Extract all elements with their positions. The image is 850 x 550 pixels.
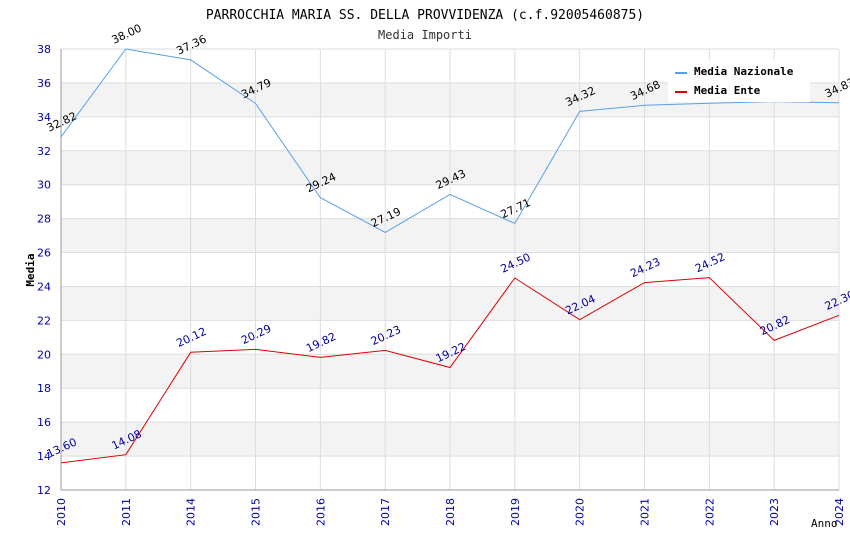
legend: Media Nazionale Media Ente [668,60,810,102]
x-tick-label: 2022 [703,498,716,526]
y-tick-label: 18 [37,382,51,395]
y-tick-label: 36 [37,77,51,90]
series-line-nazionale [60,48,840,233]
legend-label-nazionale: Media Nazionale [694,65,794,78]
x-tick-label: 2018 [444,498,457,526]
y-tick-label: 28 [37,213,51,226]
x-tick-label: 2021 [639,498,652,526]
x-tick-label: 2024 [833,498,846,526]
x-tick-label: 2011 [120,498,133,526]
x-tick-label: 2016 [314,498,327,526]
y-axis-title: Media [24,253,37,286]
y-tick-label: 34 [37,111,51,124]
legend-label-ente: Media Ente [694,84,761,97]
y-tick-label: 32 [37,145,51,158]
series-line-ente [60,277,840,464]
data-label: 38.00 [110,22,144,47]
x-tick-label: 2020 [574,498,587,526]
x-tick-label: 2014 [185,498,198,526]
chart-subtitle: Media Importi [378,28,472,42]
y-tick-label: 20 [37,348,51,361]
axes [60,49,839,491]
y-tick-label: 38 [37,43,51,56]
grid-lines [60,48,840,491]
y-tick-label: 14 [37,450,51,463]
y-tick-label: 16 [37,416,51,429]
x-tick-label: 2010 [55,498,68,526]
chart-title: PARROCCHIA MARIA SS. DELLA PROVVIDENZA (… [206,8,644,23]
x-tick-label: 2019 [509,498,522,526]
y-tick-label: 22 [37,314,51,327]
y-tick-labels: 12 14 16 18 20 22 24 26 28 30 32 34 36 38 [37,43,51,497]
y-tick-label: 30 [37,179,51,192]
y-tick-label: 24 [37,280,51,293]
legend-background [668,60,810,102]
series-lines [60,48,840,464]
x-tick-label: 2017 [379,498,392,526]
x-tick-label: 2015 [250,498,263,526]
y-tick-label: 12 [37,484,51,497]
y-tick-label: 26 [37,247,51,260]
x-tick-label: 2023 [768,498,781,526]
x-axis-title: Anno [811,517,838,530]
x-tick-labels: 2010 2011 2014 2015 2016 2017 2018 2019 2020 2021… [55,498,846,526]
